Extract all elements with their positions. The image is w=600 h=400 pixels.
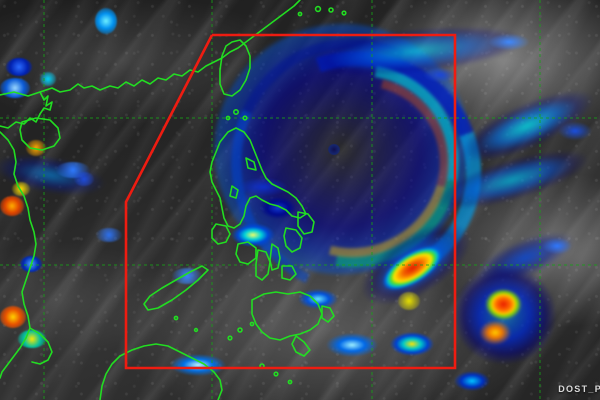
- convective-cell: [40, 72, 56, 86]
- convective-cell: [376, 330, 436, 358]
- convective-cell: [95, 8, 117, 34]
- convective-cell: [0, 196, 24, 216]
- convective-cell: [6, 58, 32, 76]
- convective-cell: [172, 268, 202, 284]
- convective-cell: [0, 306, 26, 328]
- convective-cell: [324, 332, 380, 358]
- convective-cell: [398, 292, 420, 310]
- convective-cell: [26, 140, 46, 156]
- convective-cell: [12, 182, 30, 196]
- convective-cell: [486, 32, 532, 52]
- convective-cell: [556, 120, 594, 142]
- convective-cell: [74, 172, 94, 186]
- par-boundary: [124, 33, 457, 370]
- convective-cell: [236, 176, 290, 198]
- convective-cell: [540, 236, 574, 256]
- typhoon-eye: [328, 144, 340, 155]
- secondary-convective-cluster: [448, 250, 566, 368]
- watermark-text: DOST_P: [558, 384, 600, 394]
- convective-cell: [296, 288, 340, 310]
- convective-cell: [452, 370, 492, 392]
- convective-cell: [420, 66, 460, 84]
- convective-cell: [166, 352, 230, 378]
- convective-cell: [18, 330, 46, 348]
- convective-cell: [96, 228, 122, 242]
- coastline-vectors: [0, 0, 347, 400]
